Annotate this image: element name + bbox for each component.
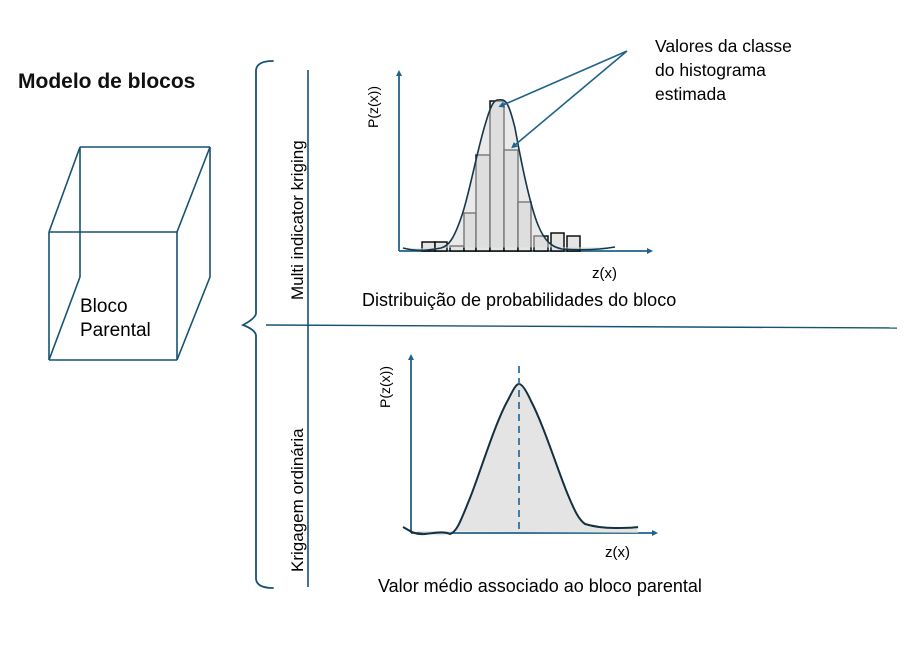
svg-text:P(z(x)): P(z(x)) (377, 366, 393, 408)
svg-text:z(x): z(x) (592, 265, 617, 282)
svg-text:estimada: estimada (655, 84, 726, 104)
svg-text:z(x): z(x) (605, 544, 630, 561)
svg-text:Valores da classe: Valores da classe (655, 36, 792, 56)
svg-text:Distribuição de probabilidades: Distribuição de probabilidades do bloco (362, 290, 676, 310)
svg-text:P(z(x)): P(z(x)) (365, 86, 381, 128)
svg-text:do histograma: do histograma (655, 60, 766, 80)
svg-text:Valor médio associado ao bloco: Valor médio associado ao bloco parental (378, 576, 702, 596)
